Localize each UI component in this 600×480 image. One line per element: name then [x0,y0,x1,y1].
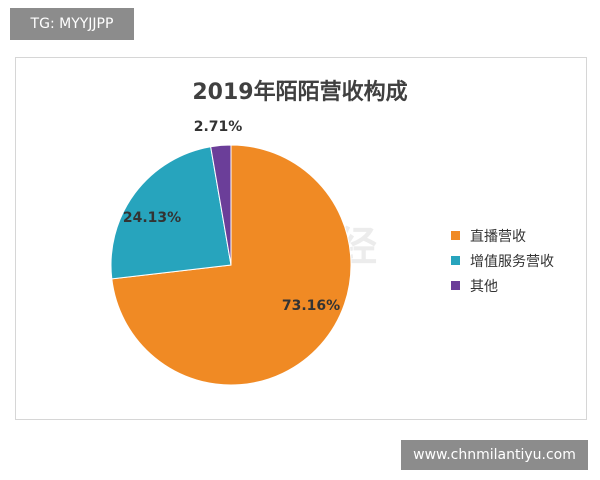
chart-title: 2019年陌陌营收构成 [192,80,408,105]
pie-label-vas: 24.13% [123,210,181,226]
bottom-tag: www.chnmilantiyu.com [401,440,588,470]
pie-label-live: 73.16% [282,298,340,314]
legend-item-live: 直播营收 [451,223,554,248]
legend-swatch-other [451,281,460,290]
legend-label-live: 直播营收 [470,228,526,245]
legend-item-other: 其他 [451,273,554,298]
legend: 直播营收 增值服务营收 其他 [451,223,554,298]
top-tag: TG: MYYJJPP [10,8,134,40]
legend-item-vas: 增值服务营收 [451,248,554,273]
legend-swatch-vas [451,256,460,265]
pie-label-other: 2.71% [194,119,243,135]
legend-swatch-live [451,231,460,240]
legend-label-other: 其他 [470,278,498,295]
pie-slice-other [210,144,232,266]
pie-slice-vas [110,146,232,280]
legend-label-vas: 增值服务营收 [470,253,554,270]
